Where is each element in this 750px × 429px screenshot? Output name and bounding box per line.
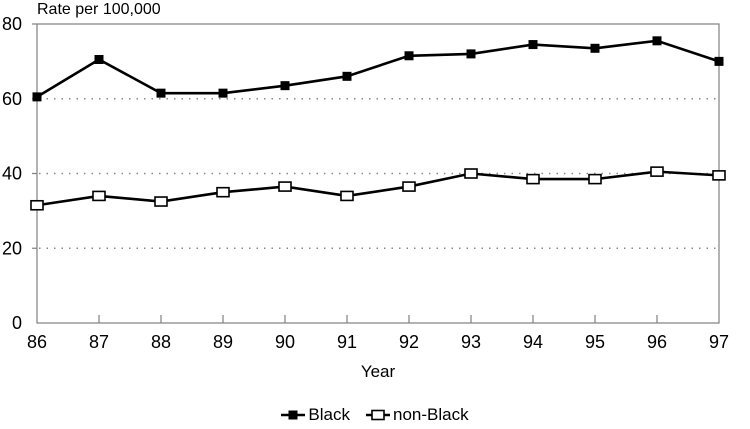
y-tick-label-80: 80 — [2, 14, 22, 34]
y-tick-label-20: 20 — [2, 238, 22, 258]
x-tick-label-97: 97 — [709, 332, 729, 352]
data-point-non-Black-93 — [464, 168, 478, 179]
data-point-Black-87 — [94, 55, 104, 65]
series-line-non-Black — [36, 170, 720, 207]
data-point-non-Black-90 — [278, 181, 292, 192]
x-tick-label-89: 89 — [213, 332, 233, 352]
data-point-non-Black-97 — [712, 170, 726, 181]
data-point-Black-97 — [714, 56, 724, 66]
data-point-Black-94 — [528, 40, 538, 50]
data-point-Black-91 — [342, 71, 352, 81]
x-tick-label-94: 94 — [523, 332, 543, 352]
x-tick-label-88: 88 — [151, 332, 171, 352]
legend: Black non-Black — [0, 405, 750, 425]
y-tick-label-40: 40 — [2, 164, 22, 184]
x-tick-label-87: 87 — [89, 332, 109, 352]
data-point-Black-92 — [404, 51, 414, 61]
data-point-non-Black-87 — [92, 190, 106, 202]
data-point-non-Black-88 — [154, 196, 168, 207]
data-point-non-Black-89 — [216, 186, 230, 198]
data-point-non-Black-94 — [526, 173, 540, 185]
x-tick-label-91: 91 — [337, 332, 357, 352]
y-tick-label-0: 0 — [12, 313, 22, 333]
data-point-non-Black-86 — [30, 199, 44, 211]
data-point-Black-88 — [156, 88, 166, 98]
y-tick-label-60: 60 — [2, 89, 22, 109]
legend-marker-filled-square-icon — [281, 410, 306, 420]
data-point-non-Black-91 — [340, 190, 354, 202]
data-point-non-Black-96 — [650, 166, 664, 177]
legend-label-Black: Black — [308, 405, 350, 424]
data-point-non-Black-95 — [588, 173, 602, 185]
data-point-Black-95 — [590, 43, 600, 53]
data-point-Black-96 — [652, 36, 662, 46]
legend-item-Black: Black — [281, 405, 350, 425]
data-point-non-Black-92 — [402, 181, 416, 192]
x-tick-label-93: 93 — [461, 332, 481, 352]
data-point-Black-89 — [218, 88, 228, 98]
x-tick-label-92: 92 — [399, 332, 419, 352]
data-point-Black-90 — [280, 81, 290, 91]
x-tick-label-95: 95 — [585, 332, 605, 352]
legend-item-non-Black: non-Black — [365, 405, 469, 425]
x-tick-label-96: 96 — [647, 332, 667, 352]
series-line-Black — [36, 39, 720, 98]
legend-label-non-Black: non-Black — [392, 405, 469, 424]
legend-marker-open-square-icon — [365, 409, 390, 421]
x-tick-label-86: 86 — [27, 332, 47, 352]
data-point-Black-86 — [32, 92, 42, 102]
data-point-Black-93 — [466, 49, 476, 59]
chart-title: Rate per 100,000 — [37, 1, 161, 18]
x-axis-title: Year — [360, 362, 396, 381]
x-tick-label-90: 90 — [275, 332, 295, 352]
